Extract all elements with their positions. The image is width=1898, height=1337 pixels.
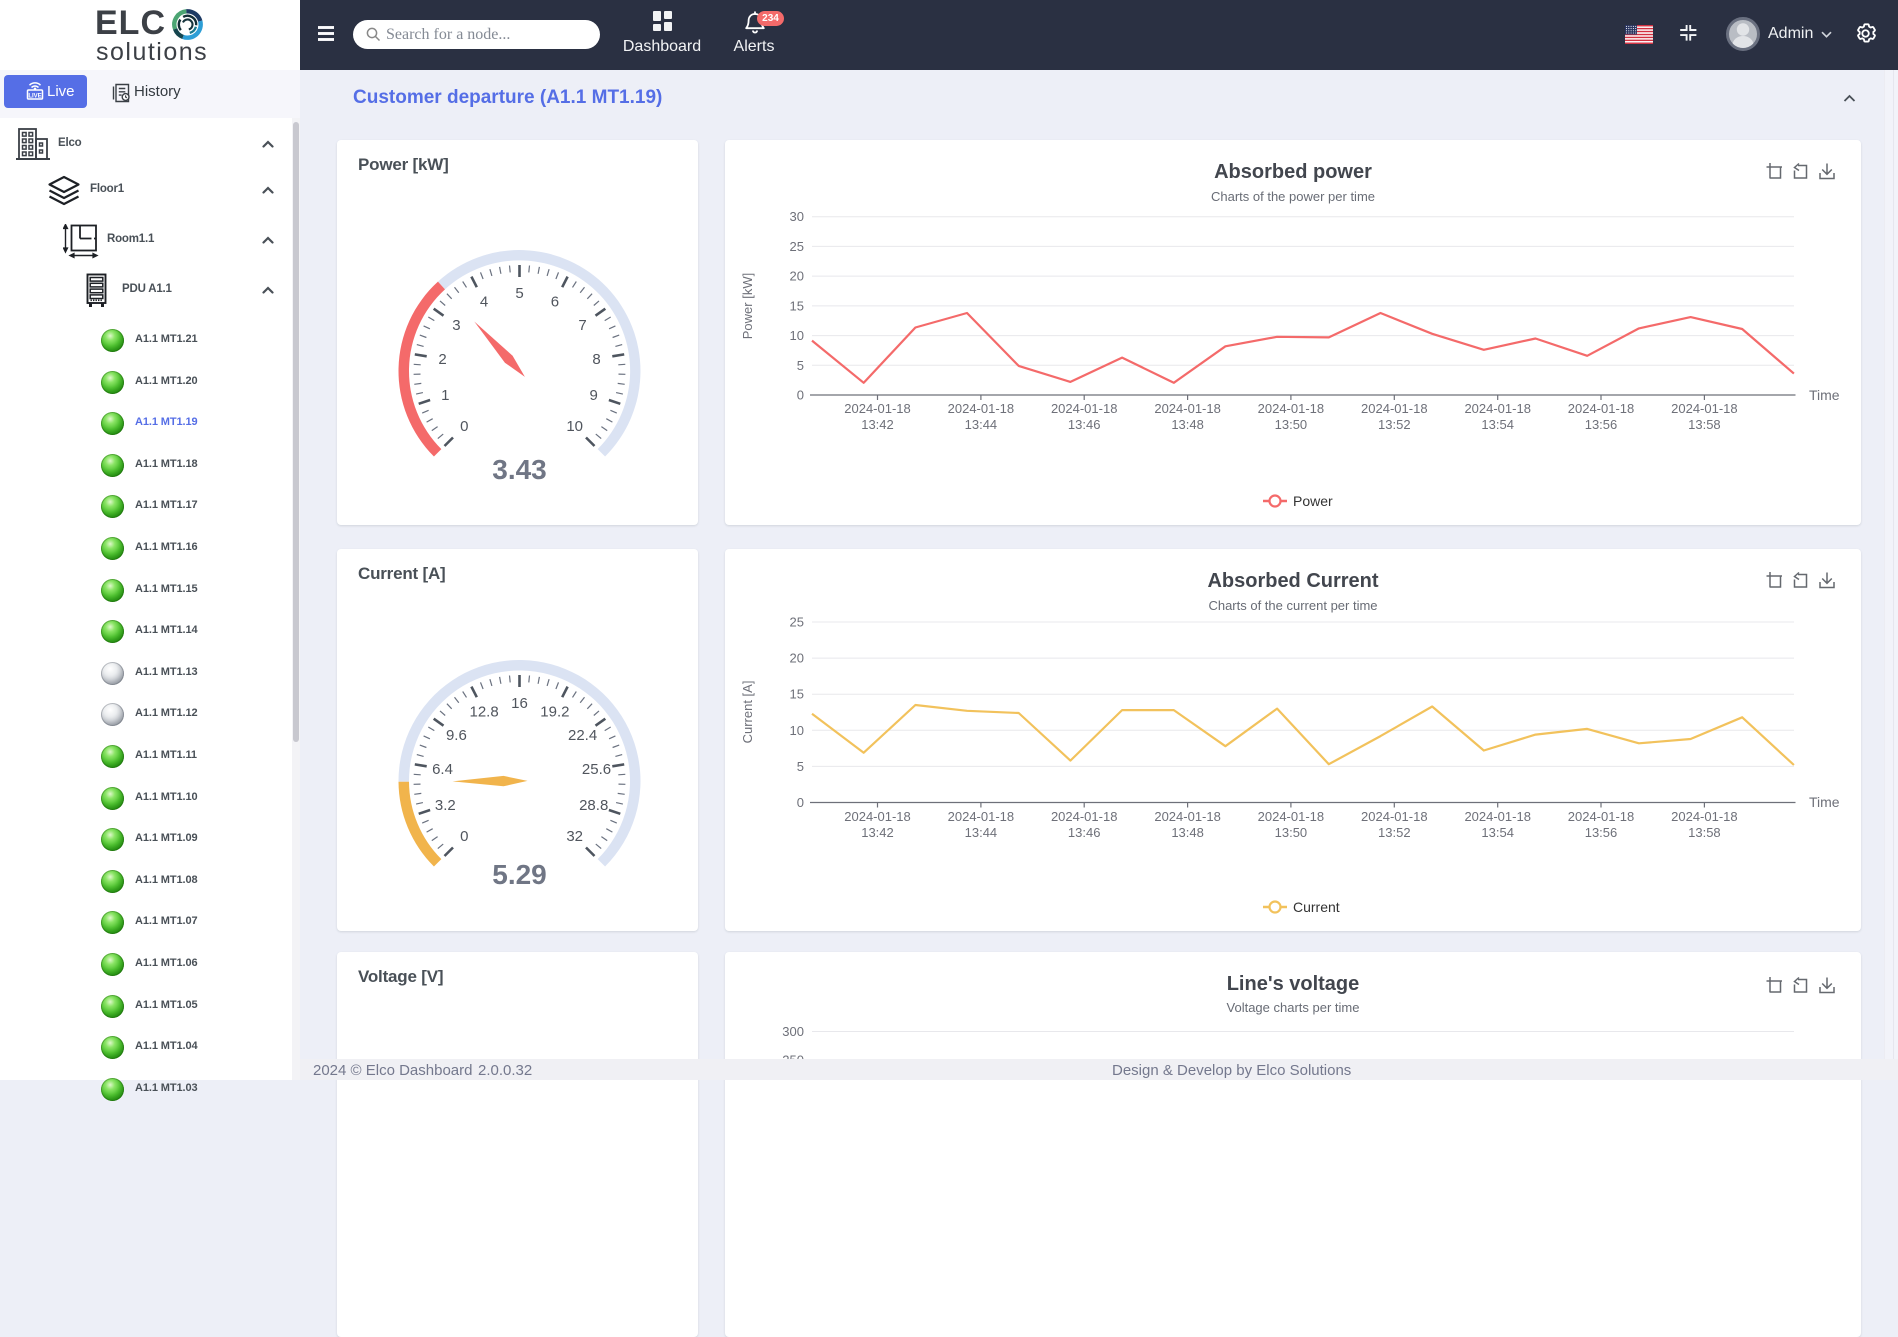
svg-text:2024-01-18: 2024-01-18 xyxy=(1361,809,1428,824)
svg-text:25.6: 25.6 xyxy=(582,761,611,778)
svg-text:Current: Current xyxy=(1293,899,1340,915)
svg-text:13:54: 13:54 xyxy=(1481,825,1514,840)
svg-text:0: 0 xyxy=(797,388,804,403)
svg-text:Power: Power xyxy=(1293,493,1333,509)
svg-text:9: 9 xyxy=(590,387,598,404)
svg-text:13:56: 13:56 xyxy=(1585,417,1618,432)
svg-text:13:50: 13:50 xyxy=(1275,825,1308,840)
svg-text:13:58: 13:58 xyxy=(1688,825,1721,840)
svg-text:2024-01-18: 2024-01-18 xyxy=(1154,809,1221,824)
svg-text:13:56: 13:56 xyxy=(1585,825,1618,840)
svg-text:8: 8 xyxy=(592,351,600,368)
svg-text:13:52: 13:52 xyxy=(1378,825,1411,840)
svg-text:2024-01-18: 2024-01-18 xyxy=(1671,809,1738,824)
svg-text:6: 6 xyxy=(551,294,559,311)
svg-text:Absorbed Current: Absorbed Current xyxy=(1207,570,1378,592)
svg-text:2024-01-18: 2024-01-18 xyxy=(1051,809,1118,824)
svg-text:2024-01-18: 2024-01-18 xyxy=(1258,401,1325,416)
svg-text:Voltage charts per time: Voltage charts per time xyxy=(1227,1000,1360,1015)
svg-text:25: 25 xyxy=(790,615,804,630)
svg-text:6.4: 6.4 xyxy=(432,761,453,778)
svg-text:13:48: 13:48 xyxy=(1171,417,1204,432)
svg-text:13:42: 13:42 xyxy=(861,417,894,432)
svg-text:13:46: 13:46 xyxy=(1068,825,1101,840)
svg-text:30: 30 xyxy=(790,209,804,224)
svg-text:13:46: 13:46 xyxy=(1068,417,1101,432)
svg-text:5: 5 xyxy=(515,285,523,302)
svg-text:20: 20 xyxy=(790,269,804,284)
svg-text:15: 15 xyxy=(790,298,804,313)
svg-text:0: 0 xyxy=(460,418,468,435)
svg-text:13:44: 13:44 xyxy=(965,417,998,432)
svg-text:Line's voltage: Line's voltage xyxy=(1227,973,1360,995)
svg-text:2024-01-18: 2024-01-18 xyxy=(1258,809,1325,824)
svg-text:300: 300 xyxy=(782,1024,804,1039)
svg-text:12.8: 12.8 xyxy=(469,704,498,721)
svg-text:10: 10 xyxy=(566,418,583,435)
svg-text:13:50: 13:50 xyxy=(1275,417,1308,432)
svg-text:5: 5 xyxy=(797,358,804,373)
svg-text:10: 10 xyxy=(790,723,804,738)
svg-text:2024-01-18: 2024-01-18 xyxy=(1464,401,1531,416)
svg-text:20: 20 xyxy=(790,651,804,666)
svg-text:3: 3 xyxy=(452,317,460,334)
svg-text:16: 16 xyxy=(511,695,528,712)
svg-text:0: 0 xyxy=(797,795,804,810)
svg-text:2: 2 xyxy=(438,351,446,368)
svg-text:2024-01-18: 2024-01-18 xyxy=(1361,401,1428,416)
svg-text:7: 7 xyxy=(578,317,586,334)
svg-text:Charts of the power per time: Charts of the power per time xyxy=(1211,189,1375,204)
svg-text:13:54: 13:54 xyxy=(1481,417,1514,432)
svg-text:Time: Time xyxy=(1809,794,1840,810)
svg-text:Absorbed power: Absorbed power xyxy=(1214,161,1372,183)
svg-text:2024-01-18: 2024-01-18 xyxy=(1154,401,1221,416)
svg-text:1: 1 xyxy=(441,387,449,404)
svg-text:9.6: 9.6 xyxy=(446,727,467,744)
svg-text:2024-01-18: 2024-01-18 xyxy=(844,809,911,824)
svg-text:25: 25 xyxy=(790,239,804,254)
svg-text:3.2: 3.2 xyxy=(435,797,456,814)
svg-text:13:48: 13:48 xyxy=(1171,825,1204,840)
svg-text:19.2: 19.2 xyxy=(540,704,569,721)
svg-text:2024-01-18: 2024-01-18 xyxy=(1051,401,1118,416)
svg-text:2024-01-18: 2024-01-18 xyxy=(1568,401,1635,416)
svg-text:2024-01-18: 2024-01-18 xyxy=(1464,809,1531,824)
svg-text:22.4: 22.4 xyxy=(568,727,597,744)
svg-text:Charts of the current per time: Charts of the current per time xyxy=(1208,598,1377,613)
svg-text:15: 15 xyxy=(790,687,804,702)
svg-text:28.8: 28.8 xyxy=(579,797,608,814)
svg-text:13:52: 13:52 xyxy=(1378,417,1411,432)
svg-text:Time: Time xyxy=(1809,387,1840,403)
svg-text:10: 10 xyxy=(790,328,804,343)
svg-text:13:58: 13:58 xyxy=(1688,417,1721,432)
svg-text:2024-01-18: 2024-01-18 xyxy=(1671,401,1738,416)
svg-text:0: 0 xyxy=(460,828,468,845)
svg-text:Current [A]: Current [A] xyxy=(740,681,755,744)
svg-text:LIVE: LIVE xyxy=(28,93,41,99)
svg-text:2024-01-18: 2024-01-18 xyxy=(844,401,911,416)
svg-text:13:44: 13:44 xyxy=(965,825,998,840)
svg-text:32: 32 xyxy=(566,828,583,845)
svg-text:2024-01-18: 2024-01-18 xyxy=(948,401,1015,416)
svg-text:13:42: 13:42 xyxy=(861,825,894,840)
svg-text:5: 5 xyxy=(797,759,804,774)
svg-text:2024-01-18: 2024-01-18 xyxy=(1568,809,1635,824)
svg-text:4: 4 xyxy=(480,294,488,311)
svg-text:Power [kW]: Power [kW] xyxy=(740,273,755,339)
svg-text:2024-01-18: 2024-01-18 xyxy=(948,809,1015,824)
